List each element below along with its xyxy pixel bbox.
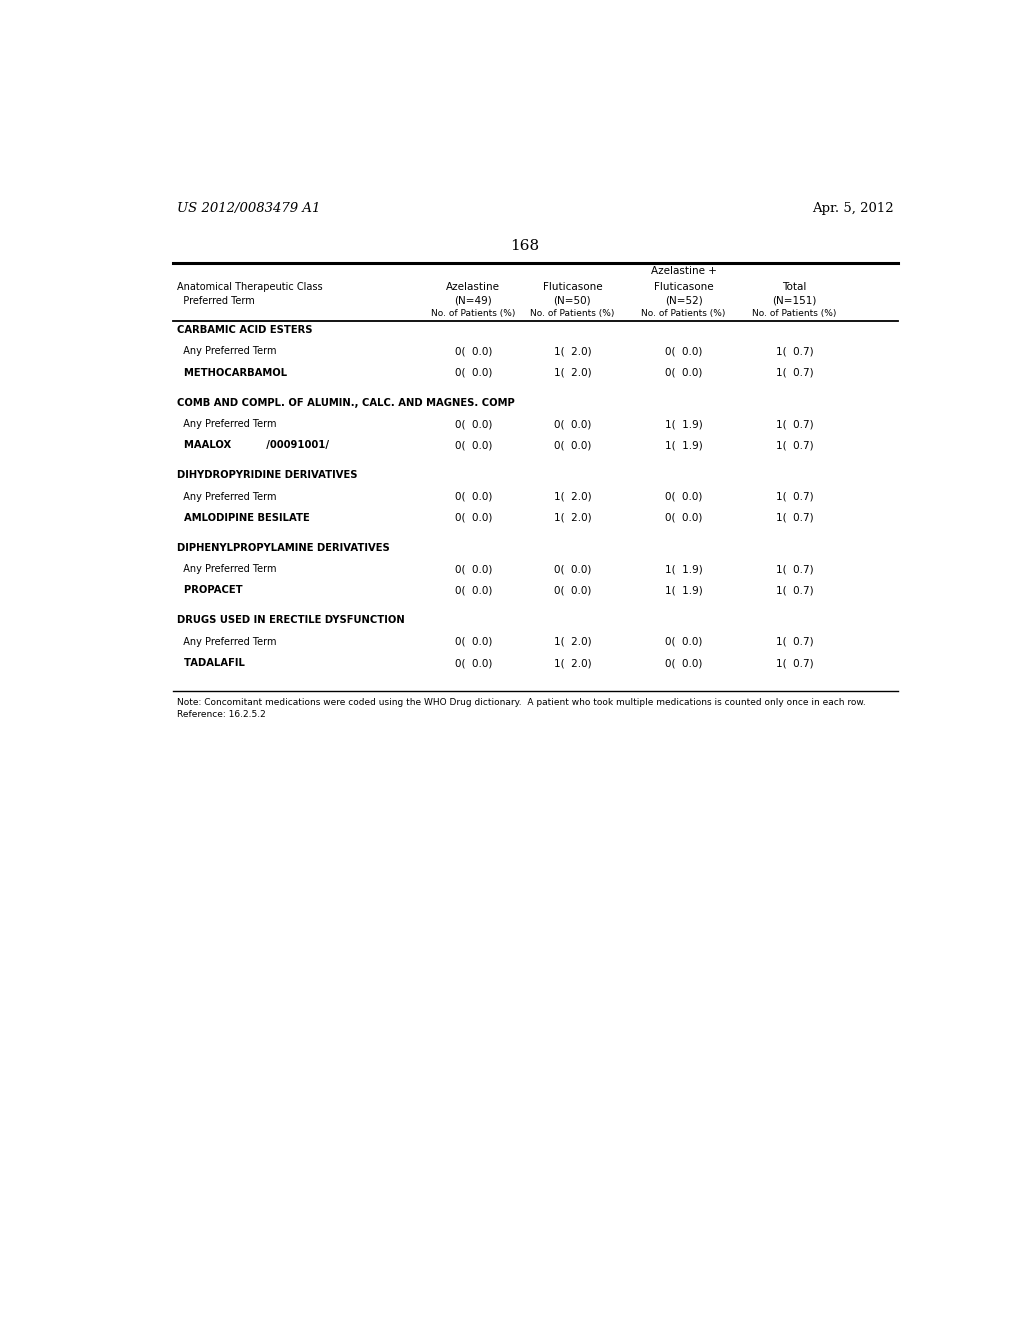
Text: 1(  2.0): 1( 2.0) bbox=[554, 368, 591, 378]
Text: PROPACET: PROPACET bbox=[177, 586, 243, 595]
Text: 1(  2.0): 1( 2.0) bbox=[554, 636, 591, 647]
Text: 1(  2.0): 1( 2.0) bbox=[554, 513, 591, 523]
Text: Azelastine: Azelastine bbox=[446, 282, 500, 293]
Text: 0(  0.0): 0( 0.0) bbox=[455, 513, 492, 523]
Text: 0(  0.0): 0( 0.0) bbox=[455, 441, 492, 450]
Text: METHOCARBAMOL: METHOCARBAMOL bbox=[177, 368, 288, 378]
Text: 1(  0.7): 1( 0.7) bbox=[776, 368, 813, 378]
Text: 1(  0.7): 1( 0.7) bbox=[776, 659, 813, 668]
Text: 0(  0.0): 0( 0.0) bbox=[554, 418, 591, 429]
Text: Any Preferred Term: Any Preferred Term bbox=[177, 418, 276, 429]
Text: US 2012/0083479 A1: US 2012/0083479 A1 bbox=[177, 202, 321, 215]
Text: Any Preferred Term: Any Preferred Term bbox=[177, 346, 276, 356]
Text: Apr. 5, 2012: Apr. 5, 2012 bbox=[812, 202, 894, 215]
Text: 0(  0.0): 0( 0.0) bbox=[554, 441, 591, 450]
Text: 1(  0.7): 1( 0.7) bbox=[776, 346, 813, 356]
Text: 0(  0.0): 0( 0.0) bbox=[455, 586, 492, 595]
Text: DIPHENYLPROPYLAMINE DERIVATIVES: DIPHENYLPROPYLAMINE DERIVATIVES bbox=[177, 543, 390, 553]
Text: Preferred Term: Preferred Term bbox=[177, 296, 255, 306]
Text: DIHYDROPYRIDINE DERIVATIVES: DIHYDROPYRIDINE DERIVATIVES bbox=[177, 470, 357, 480]
Text: MAALOX          /00091001/: MAALOX /00091001/ bbox=[177, 441, 329, 450]
Text: Any Preferred Term: Any Preferred Term bbox=[177, 491, 276, 502]
Text: 0(  0.0): 0( 0.0) bbox=[455, 659, 492, 668]
Text: 0(  0.0): 0( 0.0) bbox=[455, 418, 492, 429]
Text: (N=52): (N=52) bbox=[665, 296, 702, 306]
Text: 0(  0.0): 0( 0.0) bbox=[554, 564, 591, 574]
Text: Fluticasone: Fluticasone bbox=[543, 282, 602, 293]
Text: 1(  1.9): 1( 1.9) bbox=[665, 586, 702, 595]
Text: 0(  0.0): 0( 0.0) bbox=[554, 586, 591, 595]
Text: COMB AND COMPL. OF ALUMIN., CALC. AND MAGNES. COMP: COMB AND COMPL. OF ALUMIN., CALC. AND MA… bbox=[177, 397, 515, 408]
Text: 1(  0.7): 1( 0.7) bbox=[776, 564, 813, 574]
Text: 1(  0.7): 1( 0.7) bbox=[776, 586, 813, 595]
Text: 0(  0.0): 0( 0.0) bbox=[455, 491, 492, 502]
Text: 1(  0.7): 1( 0.7) bbox=[776, 441, 813, 450]
Text: AMLODIPINE BESILATE: AMLODIPINE BESILATE bbox=[177, 513, 310, 523]
Text: No. of Patients (%): No. of Patients (%) bbox=[530, 309, 614, 318]
Text: (N=50): (N=50) bbox=[554, 296, 591, 306]
Text: No. of Patients (%): No. of Patients (%) bbox=[431, 309, 515, 318]
Text: 0(  0.0): 0( 0.0) bbox=[665, 659, 702, 668]
Text: 0(  0.0): 0( 0.0) bbox=[665, 491, 702, 502]
Text: No. of Patients (%): No. of Patients (%) bbox=[641, 309, 726, 318]
Text: Any Preferred Term: Any Preferred Term bbox=[177, 564, 276, 574]
Text: DRUGS USED IN ERECTILE DYSFUNCTION: DRUGS USED IN ERECTILE DYSFUNCTION bbox=[177, 615, 404, 626]
Text: (N=151): (N=151) bbox=[772, 296, 817, 306]
Text: 0(  0.0): 0( 0.0) bbox=[455, 564, 492, 574]
Text: 1(  0.7): 1( 0.7) bbox=[776, 491, 813, 502]
Text: 0(  0.0): 0( 0.0) bbox=[455, 636, 492, 647]
Text: Azelastine +: Azelastine + bbox=[650, 267, 717, 276]
Text: 1(  2.0): 1( 2.0) bbox=[554, 346, 591, 356]
Text: 1(  1.9): 1( 1.9) bbox=[665, 564, 702, 574]
Text: 0(  0.0): 0( 0.0) bbox=[665, 368, 702, 378]
Text: CARBAMIC ACID ESTERS: CARBAMIC ACID ESTERS bbox=[177, 325, 312, 335]
Text: (N=49): (N=49) bbox=[455, 296, 493, 306]
Text: 0(  0.0): 0( 0.0) bbox=[455, 368, 492, 378]
Text: Total: Total bbox=[782, 282, 807, 293]
Text: 1(  2.0): 1( 2.0) bbox=[554, 491, 591, 502]
Text: Note: Concomitant medications were coded using the WHO Drug dictionary.  A patie: Note: Concomitant medications were coded… bbox=[177, 698, 866, 708]
Text: 1(  0.7): 1( 0.7) bbox=[776, 636, 813, 647]
Text: 1(  2.0): 1( 2.0) bbox=[554, 659, 591, 668]
Text: 1(  0.7): 1( 0.7) bbox=[776, 418, 813, 429]
Text: 0(  0.0): 0( 0.0) bbox=[665, 513, 702, 523]
Text: TADALAFIL: TADALAFIL bbox=[177, 659, 245, 668]
Text: 1(  0.7): 1( 0.7) bbox=[776, 513, 813, 523]
Text: No. of Patients (%): No. of Patients (%) bbox=[753, 309, 837, 318]
Text: Reference: 16.2.5.2: Reference: 16.2.5.2 bbox=[177, 710, 266, 719]
Text: 168: 168 bbox=[510, 239, 540, 252]
Text: 1(  1.9): 1( 1.9) bbox=[665, 418, 702, 429]
Text: 0(  0.0): 0( 0.0) bbox=[665, 636, 702, 647]
Text: 0(  0.0): 0( 0.0) bbox=[665, 346, 702, 356]
Text: 0(  0.0): 0( 0.0) bbox=[455, 346, 492, 356]
Text: Any Preferred Term: Any Preferred Term bbox=[177, 636, 276, 647]
Text: Anatomical Therapeutic Class: Anatomical Therapeutic Class bbox=[177, 282, 323, 293]
Text: 1(  1.9): 1( 1.9) bbox=[665, 441, 702, 450]
Text: Fluticasone: Fluticasone bbox=[653, 282, 714, 293]
